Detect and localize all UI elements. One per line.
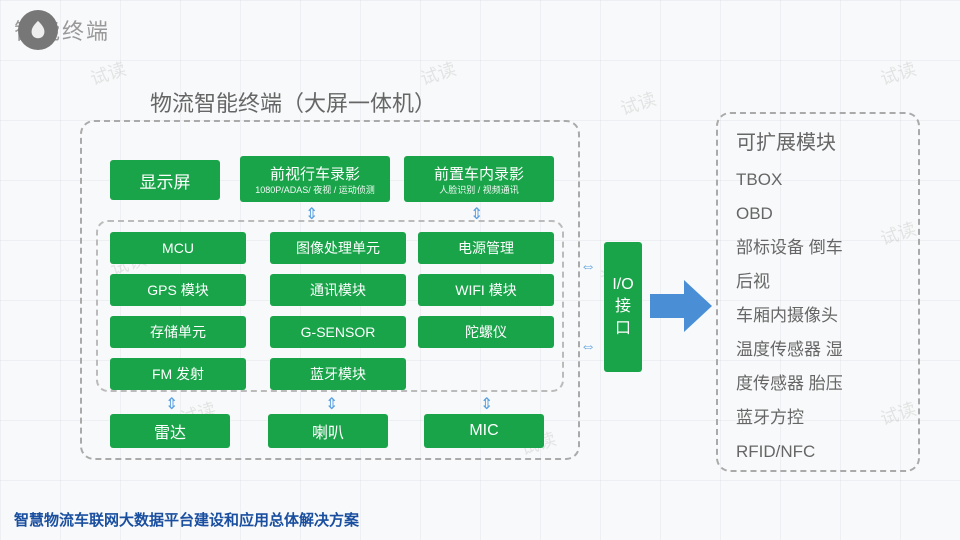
- extension-item: 度传感器 胎压: [736, 367, 900, 401]
- core-box: FM 发射: [110, 358, 246, 390]
- watermark: 试读: [87, 55, 129, 91]
- box-front-dvr: 前视行车录影 1080P/ADAS/ 夜视 / 运动侦测: [240, 156, 390, 202]
- extension-frame: 可扩展模块 TBOXOBD部标设备 倒车后视车厢内摄像头温度传感器 湿度传感器 …: [716, 112, 920, 472]
- box-radar: 雷达: [110, 414, 230, 448]
- box-mic: MIC: [424, 414, 544, 448]
- core-box: GPS 模块: [110, 274, 246, 306]
- io-interface-box: I/O 接口: [604, 242, 642, 372]
- extension-title: 可扩展模块: [736, 126, 900, 155]
- core-box: 蓝牙模块: [270, 358, 406, 390]
- core-box: 通讯模块: [270, 274, 406, 306]
- core-box: 存储单元: [110, 316, 246, 348]
- box-speaker: 喇叭: [268, 414, 388, 448]
- leaf-icon: [27, 19, 49, 41]
- core-box: 电源管理: [418, 232, 554, 264]
- extension-item: OBD: [736, 197, 900, 231]
- core-box: WIFI 模块: [418, 274, 554, 306]
- box-cabin-cam: 前置车内录影 人脸识别 / 视频通讯: [404, 156, 554, 202]
- core-box: 图像处理单元: [270, 232, 406, 264]
- watermark: 试读: [877, 55, 919, 91]
- extension-item: 部标设备 倒车: [736, 231, 900, 265]
- footer-text: 智慧物流车联网大数据平台建设和应用总体解决方案: [14, 509, 359, 530]
- extension-item: RFID/NFC: [736, 435, 900, 469]
- core-box: MCU: [110, 232, 246, 264]
- extension-item: 后视: [736, 265, 900, 299]
- core-box: G-SENSOR: [270, 316, 406, 348]
- extension-item: 蓝牙方控: [736, 401, 900, 435]
- arrow-to-extension-icon: [650, 276, 714, 336]
- extension-item: 温度传感器 湿: [736, 333, 900, 367]
- box-display: 显示屏: [110, 160, 220, 200]
- dbl-arrow-icon: ⇔: [580, 258, 596, 276]
- dbl-arrow-icon: ⇕: [480, 394, 493, 414]
- dbl-arrow-icon: ⇔: [580, 338, 596, 356]
- main-title: 物流智能终端（大屏一体机）: [150, 86, 436, 118]
- logo-circle: [18, 10, 58, 50]
- core-box: 陀螺仪: [418, 316, 554, 348]
- extension-item: TBOX: [736, 163, 900, 197]
- dbl-arrow-icon: ⇕: [165, 394, 178, 414]
- dbl-arrow-icon: ⇕: [325, 394, 338, 414]
- watermark: 试读: [617, 85, 659, 121]
- extension-item: 车厢内摄像头: [736, 299, 900, 333]
